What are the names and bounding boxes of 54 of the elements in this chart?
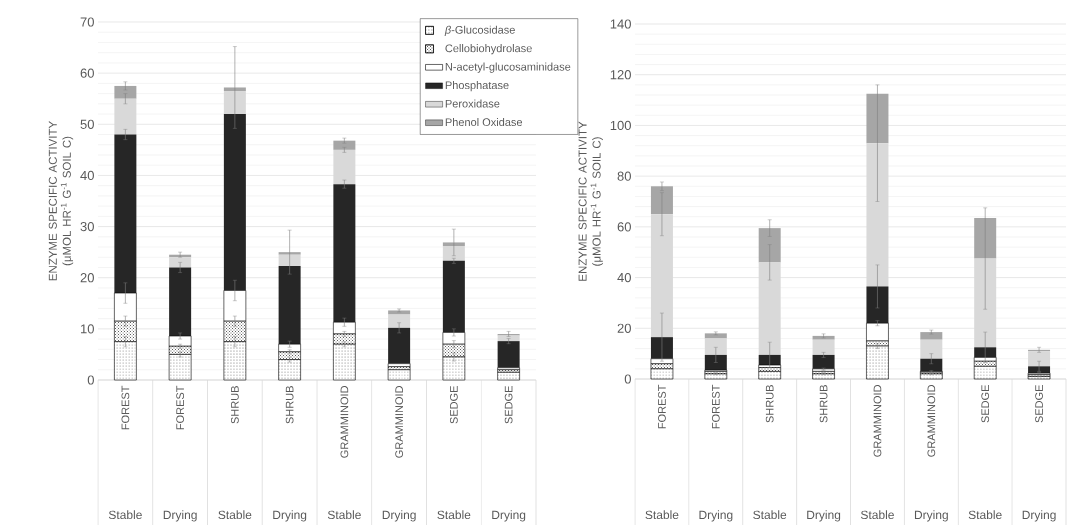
text: Stable (645, 510, 679, 520)
text: Drying (382, 510, 416, 522)
x-tick-label: GRAMMINOID (395, 386, 404, 458)
y-tick-label: 40 (617, 272, 631, 283)
legend-label: N-acetyl-glucosaminidase (445, 62, 571, 73)
text: Stable (860, 510, 894, 520)
x-tick-label: FOREST (711, 384, 720, 429)
x-tick-label: SEDGE (449, 386, 458, 424)
text: Drying (273, 510, 307, 522)
x-tick-label: GRAMMINOID (927, 385, 936, 457)
text: Stable (327, 510, 361, 520)
text: Stable (437, 510, 471, 520)
y-tick-label: 120 (610, 70, 631, 80)
x-tick-label: SHRUB (285, 386, 294, 424)
legend-label: β-Glucosidase (444, 25, 515, 36)
text: Stable (218, 510, 252, 520)
text: Drying (163, 510, 197, 522)
y-tick-label: 0 (624, 374, 631, 384)
x-tick-label: GRAMMINOID (873, 385, 882, 457)
x-tick-label: GRAMMINOID (340, 386, 349, 458)
y-tick-label: 80 (617, 171, 631, 181)
text: Drying (699, 510, 733, 522)
legend-label: Peroxidase (445, 99, 500, 108)
y-tick-label: 20 (80, 273, 94, 283)
text: Stable (108, 510, 142, 520)
y-tick-label: 100 (610, 120, 631, 131)
x-tick-label: SHRUB (819, 385, 828, 423)
text: Drying (1022, 510, 1056, 522)
legend-label: Phosphatase (445, 81, 509, 92)
legend-label: Phenol Oxidase (445, 117, 523, 127)
y-tick-label: 40 (80, 170, 94, 181)
x-tick-label: FOREST (658, 384, 666, 429)
legend-label: Cellobiohydrolase (445, 44, 532, 55)
y-tick-label: 70 (80, 17, 94, 27)
text: Drying (914, 510, 948, 522)
x-tick-label: FOREST (176, 385, 185, 430)
x-tick-label: SHRUB (765, 385, 774, 423)
text: Drying (807, 510, 841, 522)
y-tick-label: 140 (610, 19, 631, 29)
x-tick-label: SEDGE (981, 385, 990, 423)
text: Stable (753, 510, 787, 520)
y-tick-label: 0 (87, 375, 94, 385)
x-tick-label: SEDGE (1035, 385, 1043, 423)
y-tick-label: 30 (80, 221, 94, 232)
y-tick-label: 20 (617, 323, 631, 333)
x-tick-label: SHRUB (230, 386, 239, 424)
text: Stable (968, 510, 1002, 520)
x-tick-label: FOREST (121, 385, 130, 430)
x-tick-label: SEDGE (504, 386, 513, 424)
y-tick-label: 10 (81, 324, 94, 334)
y-tick-label: 60 (80, 68, 94, 78)
y-tick-label: 50 (80, 119, 94, 129)
y-tick-label: 60 (617, 222, 631, 232)
text: Drying (492, 510, 526, 522)
